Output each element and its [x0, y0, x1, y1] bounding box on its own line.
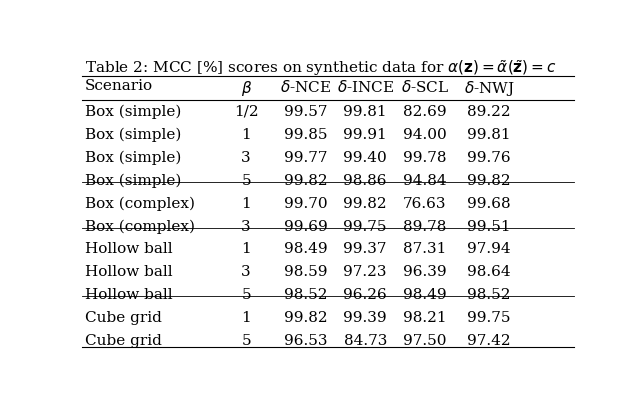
Text: 5: 5 [241, 334, 251, 348]
Text: $\delta$-INCE: $\delta$-INCE [337, 79, 394, 95]
Text: Box (simple): Box (simple) [85, 173, 181, 188]
Text: 99.85: 99.85 [284, 128, 328, 142]
Text: 97.94: 97.94 [467, 242, 511, 257]
Text: 99.82: 99.82 [284, 173, 328, 188]
Text: 84.73: 84.73 [344, 334, 387, 348]
Text: 99.82: 99.82 [467, 173, 511, 188]
Text: 5: 5 [241, 173, 251, 188]
Text: 99.68: 99.68 [467, 197, 511, 210]
Text: 99.75: 99.75 [344, 220, 387, 234]
Text: 99.57: 99.57 [284, 105, 328, 119]
Text: 87.31: 87.31 [403, 242, 447, 257]
Text: $\beta$: $\beta$ [241, 79, 252, 98]
Text: 99.82: 99.82 [344, 197, 387, 210]
Text: 98.21: 98.21 [403, 311, 447, 326]
Text: Box (complex): Box (complex) [85, 197, 195, 211]
Text: 3: 3 [241, 151, 251, 165]
Text: Hollow ball: Hollow ball [85, 265, 173, 279]
Text: 99.81: 99.81 [344, 105, 387, 119]
Text: 98.49: 98.49 [284, 242, 328, 257]
Text: $\delta$-NCE: $\delta$-NCE [280, 79, 332, 95]
Text: Box (complex): Box (complex) [85, 220, 195, 234]
Text: Box (simple): Box (simple) [85, 128, 181, 142]
Text: 96.39: 96.39 [403, 265, 447, 279]
Text: 5: 5 [241, 289, 251, 302]
Text: 1: 1 [241, 311, 251, 326]
Text: 99.39: 99.39 [344, 311, 387, 326]
Text: Box (simple): Box (simple) [85, 105, 181, 119]
Text: 98.86: 98.86 [344, 173, 387, 188]
Text: 99.40: 99.40 [343, 151, 387, 165]
Text: 99.37: 99.37 [344, 242, 387, 257]
Text: 94.00: 94.00 [403, 128, 447, 142]
Text: 89.78: 89.78 [403, 220, 447, 234]
Text: 99.69: 99.69 [284, 220, 328, 234]
Text: 98.64: 98.64 [467, 265, 511, 279]
Text: 98.49: 98.49 [403, 289, 447, 302]
Text: 99.51: 99.51 [467, 220, 511, 234]
Text: 1/2: 1/2 [234, 105, 259, 119]
Text: 1: 1 [241, 128, 251, 142]
Text: Scenario: Scenario [85, 79, 153, 93]
Text: 98.52: 98.52 [467, 289, 511, 302]
Text: 82.69: 82.69 [403, 105, 447, 119]
Text: 99.70: 99.70 [284, 197, 328, 210]
Text: 97.50: 97.50 [403, 334, 447, 348]
Text: 99.76: 99.76 [467, 151, 511, 165]
Text: 98.59: 98.59 [284, 265, 328, 279]
Text: Box (simple): Box (simple) [85, 151, 181, 165]
Text: 94.84: 94.84 [403, 173, 447, 188]
Text: 3: 3 [241, 265, 251, 279]
Text: 99.77: 99.77 [284, 151, 328, 165]
Text: $\delta$-SCL: $\delta$-SCL [401, 79, 449, 95]
Text: 98.52: 98.52 [284, 289, 328, 302]
Text: $\delta$-NWJ: $\delta$-NWJ [464, 79, 515, 98]
Text: 97.42: 97.42 [467, 334, 511, 348]
Text: 99.78: 99.78 [403, 151, 447, 165]
Text: 99.81: 99.81 [467, 128, 511, 142]
Text: 76.63: 76.63 [403, 197, 447, 210]
Text: 96.53: 96.53 [284, 334, 328, 348]
Text: 99.91: 99.91 [343, 128, 387, 142]
Text: 96.26: 96.26 [343, 289, 387, 302]
Text: 3: 3 [241, 220, 251, 234]
Text: 89.22: 89.22 [467, 105, 511, 119]
Text: 99.82: 99.82 [284, 311, 328, 326]
Text: 99.75: 99.75 [467, 311, 511, 326]
Text: 1: 1 [241, 242, 251, 257]
Text: 1: 1 [241, 197, 251, 210]
Text: Hollow ball: Hollow ball [85, 289, 173, 302]
Text: Hollow ball: Hollow ball [85, 242, 173, 257]
Text: 97.23: 97.23 [344, 265, 387, 279]
Text: Cube grid: Cube grid [85, 334, 162, 348]
Text: Cube grid: Cube grid [85, 311, 162, 326]
Text: Table 2: MCC [%] scores on synthetic data for $\alpha(\mathbf{z}) = \tilde{\alph: Table 2: MCC [%] scores on synthetic dat… [85, 58, 557, 79]
